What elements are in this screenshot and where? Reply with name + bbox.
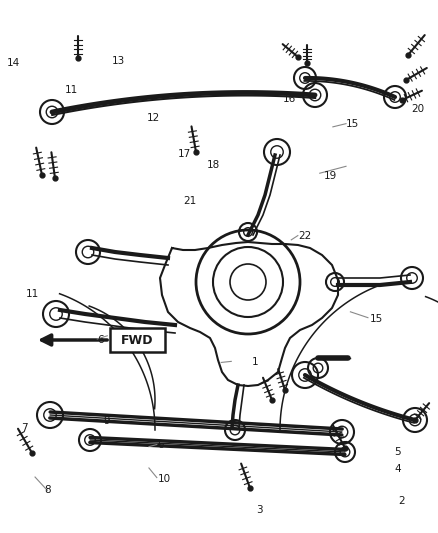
Text: 17: 17 bbox=[177, 149, 191, 158]
Text: 4: 4 bbox=[394, 464, 401, 474]
Bar bbox=[110, 328, 165, 352]
Text: 3: 3 bbox=[256, 505, 262, 514]
Text: 21: 21 bbox=[183, 197, 196, 206]
Text: 5: 5 bbox=[394, 447, 401, 457]
Text: 9: 9 bbox=[103, 416, 110, 426]
Text: 8: 8 bbox=[44, 486, 50, 495]
Text: 22: 22 bbox=[298, 231, 311, 241]
Text: 6: 6 bbox=[97, 335, 104, 345]
Text: 1: 1 bbox=[252, 358, 258, 367]
Text: 7: 7 bbox=[21, 423, 28, 433]
Text: 6: 6 bbox=[158, 440, 164, 450]
Text: FWD: FWD bbox=[121, 334, 154, 346]
Text: 15: 15 bbox=[346, 119, 359, 129]
Text: 20: 20 bbox=[412, 104, 425, 114]
Text: 13: 13 bbox=[112, 56, 125, 66]
Text: 19: 19 bbox=[324, 171, 337, 181]
Text: 14: 14 bbox=[7, 58, 20, 68]
Text: 11: 11 bbox=[65, 85, 78, 94]
Text: 16: 16 bbox=[283, 94, 296, 104]
Text: 15: 15 bbox=[370, 314, 383, 324]
Text: 2: 2 bbox=[399, 496, 405, 506]
Text: 18: 18 bbox=[207, 160, 220, 170]
Text: 11: 11 bbox=[25, 289, 39, 299]
Text: 12: 12 bbox=[147, 114, 160, 123]
Text: 10: 10 bbox=[158, 474, 171, 483]
